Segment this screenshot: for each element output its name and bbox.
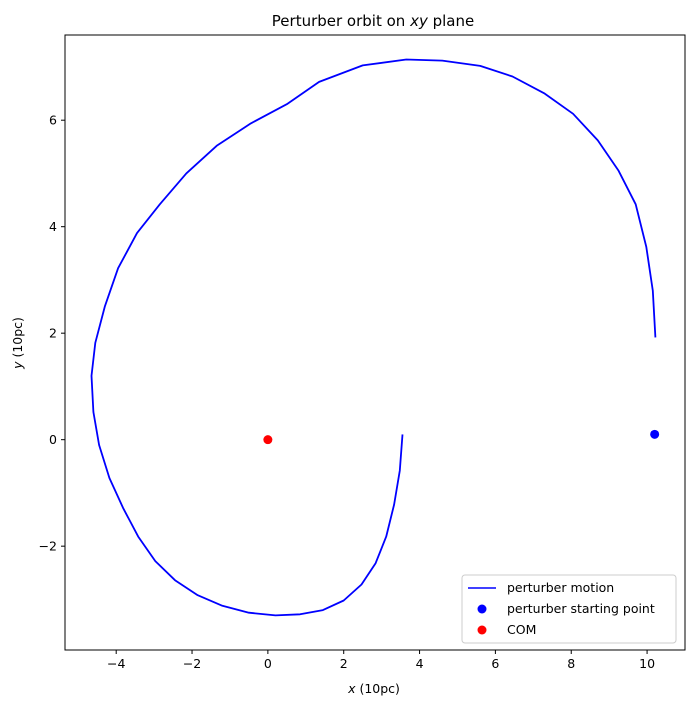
legend-label-motion: perturber motion [507, 580, 614, 595]
chart-title-prefix: Perturber orbit on [272, 12, 410, 30]
y-axis-label: y (10pc) [10, 317, 25, 370]
x-tick-label: −4 [107, 656, 125, 671]
legend-dot-com-icon [477, 625, 487, 635]
plot-area [90, 58, 660, 617]
y-axis-label-unit: (10pc) [10, 317, 25, 361]
orbit-line [90, 58, 657, 617]
y-tick-label: 0 [49, 432, 57, 447]
x-tick-label: −2 [183, 656, 201, 671]
chart-title: Perturber orbit on xy plane [272, 12, 474, 30]
legend-label-com: COM [507, 622, 536, 637]
plot-frame [64, 34, 686, 651]
x-tick-label: 2 [340, 656, 348, 671]
starting-point [650, 429, 660, 439]
x-tick-label: 4 [416, 656, 424, 671]
x-axis-label-unit: (10pc) [355, 681, 399, 696]
com-point [263, 435, 273, 445]
y-axis-label-var: y [10, 361, 25, 370]
legend-label-start: perturber starting point [507, 601, 655, 616]
x-tick-label: 6 [491, 656, 499, 671]
y-tick-label: 4 [49, 219, 57, 234]
chart-title-suffix: plane [428, 12, 474, 30]
x-tick-label: 0 [264, 656, 272, 671]
chart-title-math: xy [409, 12, 429, 30]
y-tick-label: 2 [49, 326, 57, 341]
x-axis-label: x (10pc) [347, 681, 400, 696]
x-axis-label-var: x [347, 681, 356, 696]
axis-ticks: −4 −2 0 2 4 6 8 10 −2 0 2 4 6 [39, 113, 656, 671]
legend-dot-start-icon [477, 604, 487, 614]
legend-box [461, 574, 677, 644]
y-tick-label: 6 [49, 113, 57, 128]
x-tick-label: 8 [567, 656, 575, 671]
x-tick-label: 10 [639, 656, 655, 671]
y-tick-label: −2 [39, 539, 57, 554]
legend: perturber motion perturber starting poin… [461, 574, 677, 644]
